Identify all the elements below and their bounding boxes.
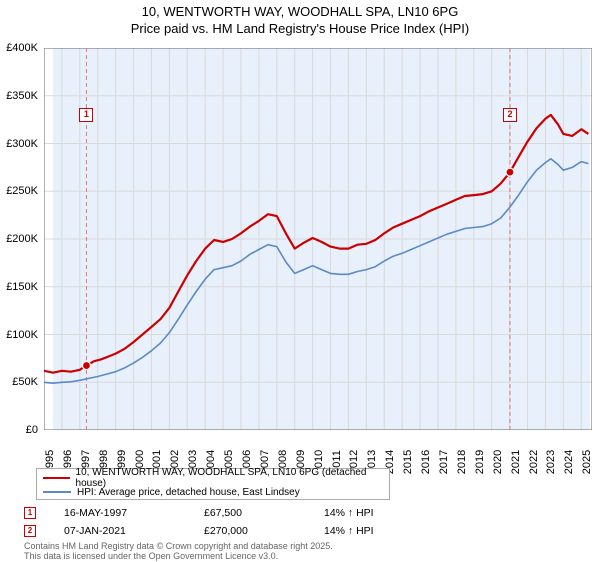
sales-table: 1 16-MAY-1997 £67,500 14% ↑ HPI 2 07-JAN… bbox=[24, 504, 584, 540]
y-tick-label: £50K bbox=[12, 376, 38, 388]
y-tick-label: £200K bbox=[6, 233, 38, 245]
sale-hpi: 14% ↑ HPI bbox=[324, 525, 424, 537]
sale-price: £270,000 bbox=[204, 525, 324, 537]
sale-date: 16-MAY-1997 bbox=[64, 507, 204, 519]
y-tick-label: £250K bbox=[6, 185, 38, 197]
sale-marker-icon: 1 bbox=[24, 507, 36, 519]
sale-marker-dot bbox=[506, 168, 514, 176]
chart-title-line1: 10, WENTWORTH WAY, WOODHALL SPA, LN10 6P… bbox=[0, 4, 600, 21]
legend-swatch bbox=[43, 491, 71, 494]
y-axis: £0£50K£100K£150K£200K£250K£300K£350K£400… bbox=[0, 48, 40, 430]
sale-marker-icon: 2 bbox=[24, 525, 36, 537]
sale-marker-dot bbox=[82, 362, 90, 370]
attribution-line2: This data is licensed under the Open Gov… bbox=[24, 552, 333, 562]
x-tick-label: 2015 bbox=[402, 450, 414, 474]
chart-title-block: 10, WENTWORTH WAY, WOODHALL SPA, LN10 6P… bbox=[0, 0, 600, 38]
y-tick-label: £0 bbox=[26, 424, 38, 436]
x-tick-label: 2021 bbox=[510, 450, 522, 474]
x-axis: 1995199619971998199920002001200220032004… bbox=[44, 432, 592, 466]
x-tick-label: 2025 bbox=[581, 450, 593, 474]
sale-marker-callout: 1 bbox=[79, 108, 93, 122]
sales-row: 1 16-MAY-1997 £67,500 14% ↑ HPI bbox=[24, 504, 584, 522]
x-tick-label: 2020 bbox=[492, 450, 504, 474]
legend-item-price-paid: 10, WENTWORTH WAY, WOODHALL SPA, LN10 6P… bbox=[43, 471, 383, 485]
x-tick-label: 2019 bbox=[474, 450, 486, 474]
y-tick-label: £350K bbox=[6, 90, 38, 102]
sale-price: £67,500 bbox=[204, 507, 324, 519]
y-tick-label: £300K bbox=[6, 138, 38, 150]
sales-row: 2 07-JAN-2021 £270,000 14% ↑ HPI bbox=[24, 522, 584, 540]
chart-area: 12 bbox=[44, 48, 592, 430]
x-tick-label: 2018 bbox=[456, 450, 468, 474]
x-tick-label: 2023 bbox=[545, 450, 557, 474]
x-tick-label: 2017 bbox=[438, 450, 450, 474]
attribution: Contains HM Land Registry data © Crown c… bbox=[24, 542, 333, 562]
sale-date: 07-JAN-2021 bbox=[64, 525, 204, 537]
x-tick-label: 2022 bbox=[528, 450, 540, 474]
legend: 10, WENTWORTH WAY, WOODHALL SPA, LN10 6P… bbox=[36, 468, 390, 500]
y-tick-label: £100K bbox=[6, 329, 38, 341]
y-tick-label: £400K bbox=[6, 42, 38, 54]
legend-swatch bbox=[43, 477, 70, 480]
legend-label: HPI: Average price, detached house, East… bbox=[77, 487, 300, 498]
sale-hpi: 14% ↑ HPI bbox=[324, 507, 424, 519]
x-tick-label: 2024 bbox=[563, 450, 575, 474]
y-tick-label: £150K bbox=[6, 281, 38, 293]
chart-title-line2: Price paid vs. HM Land Registry's House … bbox=[0, 21, 600, 38]
x-tick-label: 2016 bbox=[420, 450, 432, 474]
plot-svg bbox=[44, 48, 592, 430]
series-hpi bbox=[44, 159, 588, 383]
sale-marker-callout: 2 bbox=[503, 108, 517, 122]
